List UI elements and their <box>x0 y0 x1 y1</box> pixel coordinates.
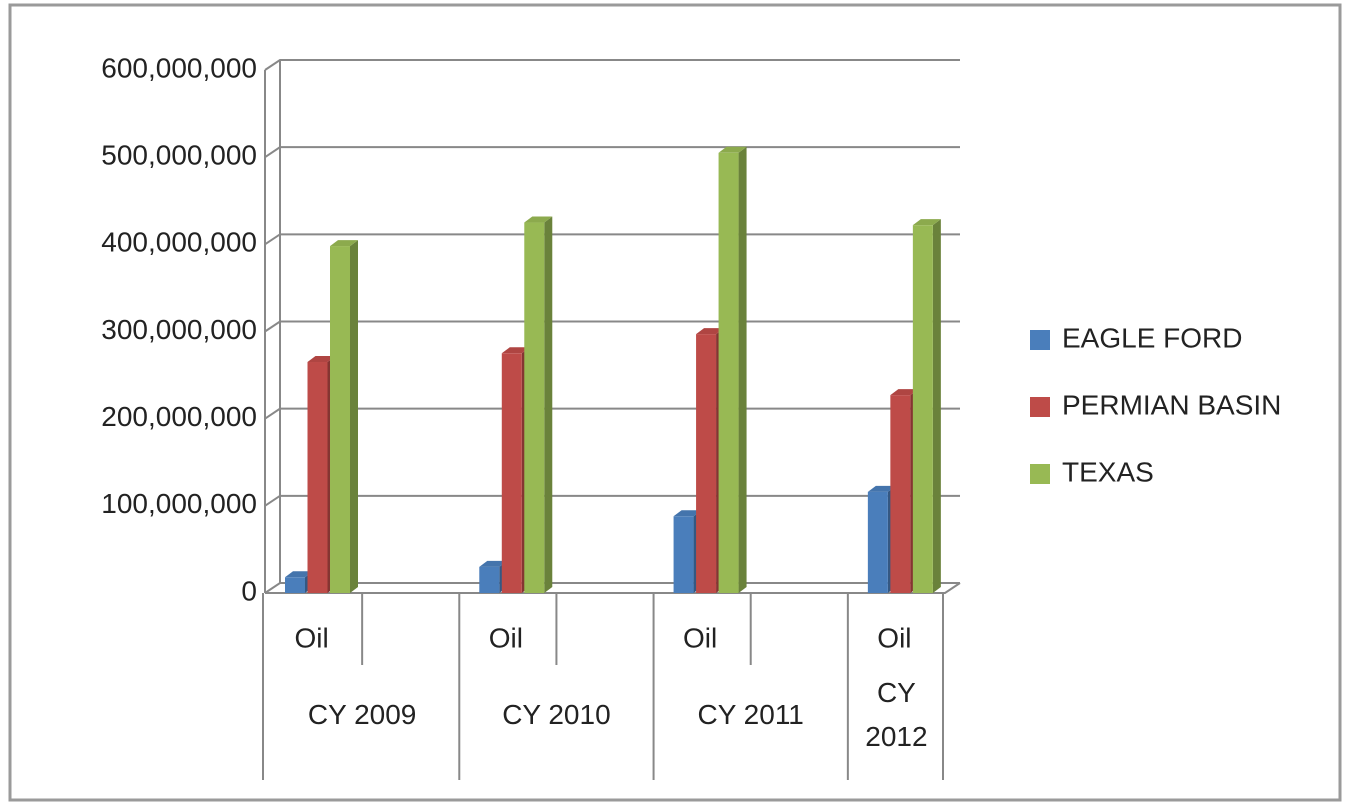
grid-line <box>264 59 960 71</box>
bar <box>501 353 522 593</box>
bar <box>718 152 739 593</box>
bar-top <box>912 219 941 226</box>
group-label: CY 2009 <box>307 699 417 730</box>
bar-top <box>867 485 896 492</box>
bar-top <box>479 560 508 567</box>
legend-swatch <box>1030 464 1050 484</box>
bar <box>285 577 305 593</box>
bar-side <box>350 240 358 593</box>
x-tick-label: Oil <box>877 622 911 653</box>
legend-swatch <box>1030 397 1050 417</box>
bar-top <box>307 356 336 363</box>
bar <box>912 225 933 593</box>
bar-top <box>696 328 725 335</box>
bar-top <box>524 216 553 223</box>
bar-top <box>718 146 747 153</box>
bar-top <box>285 571 313 578</box>
bar-side <box>738 146 747 593</box>
x-tick-label: Oil <box>489 622 523 653</box>
y-tick-label: 600,000,000 <box>101 52 257 83</box>
bar <box>673 516 694 593</box>
legend-label: PERMIAN BASIN <box>1062 389 1281 420</box>
x-tick-label: Oil <box>294 622 328 653</box>
bar <box>307 362 328 593</box>
legend-label: TEXAS <box>1062 456 1154 487</box>
x-tick-label: Oil <box>683 622 717 653</box>
bar-side <box>544 216 553 593</box>
y-tick-label: 100,000,000 <box>101 488 257 519</box>
group-label: CY 2011 <box>697 699 804 730</box>
group-label: CY 2010 <box>502 699 611 730</box>
bar-top <box>330 240 358 247</box>
y-tick-label: 200,000,000 <box>101 401 257 432</box>
bar <box>867 491 888 593</box>
y-tick-label: 400,000,000 <box>101 227 257 258</box>
bar-top <box>890 389 919 396</box>
bar <box>330 246 350 593</box>
legend-label: EAGLE FORD <box>1062 322 1242 353</box>
bar <box>696 334 717 593</box>
bar-side <box>932 219 941 593</box>
y-tick-label: 500,000,000 <box>101 140 257 171</box>
bar <box>890 395 911 593</box>
legend-swatch <box>1030 330 1050 350</box>
bar-top <box>501 347 530 354</box>
bar <box>524 222 545 593</box>
bar <box>479 566 500 593</box>
y-tick-label: 0 <box>241 575 257 606</box>
group-label: CY 2012 <box>865 677 928 752</box>
chart-border <box>8 3 1342 802</box>
bar-top <box>673 510 702 517</box>
y-tick-label: 300,000,000 <box>101 314 257 345</box>
